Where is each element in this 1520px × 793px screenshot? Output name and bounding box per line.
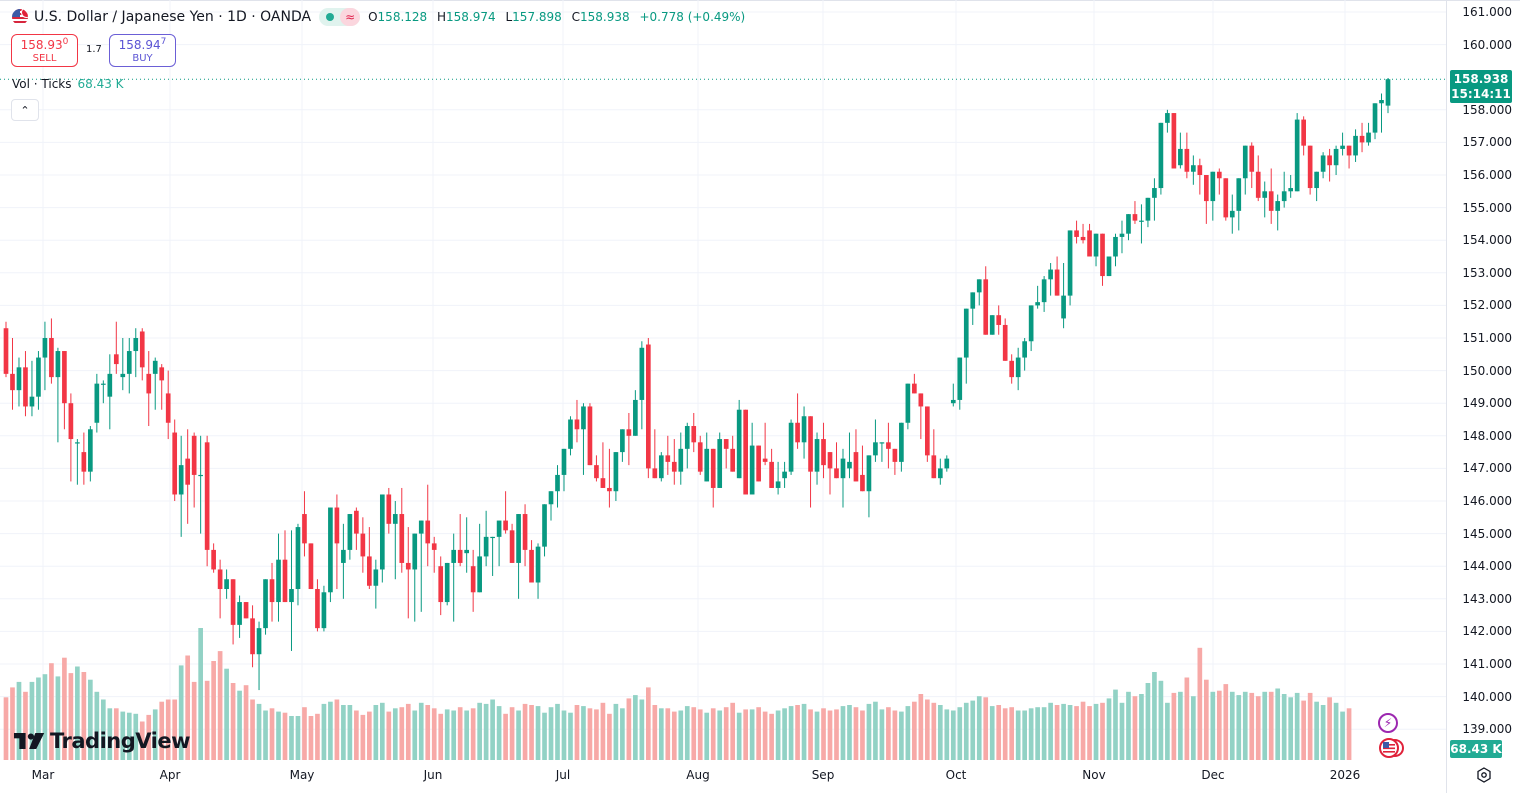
delayed-wave-icon: ≈ <box>340 8 361 26</box>
market-status[interactable]: ≈ <box>319 8 361 26</box>
price-axis-label: 152.000 <box>1462 298 1512 313</box>
price-axis-label: 153.000 <box>1462 265 1512 280</box>
low-value: 157.898 <box>512 10 562 24</box>
time-axis-label: Jun <box>423 768 443 782</box>
symbol-title[interactable]: U.S. Dollar / Japanese Yen · 1D · OANDA <box>34 9 312 25</box>
ohlc-values: O158.128 H158.974 L157.898 C158.938 +0.7… <box>368 10 751 24</box>
price-axis-label: 155.000 <box>1462 200 1512 215</box>
time-axis-label: Mar <box>31 768 55 782</box>
time-axis-label: 2026 <box>1329 768 1361 782</box>
sell-button[interactable]: 158.930 SELL <box>11 34 78 67</box>
price-axis-label: 150.000 <box>1462 363 1512 378</box>
last-volume-tag: 68.43 K <box>1450 740 1502 758</box>
price-axis-label: 154.000 <box>1462 233 1512 248</box>
price-axis-label: 149.000 <box>1462 396 1512 411</box>
price-axis-label: 156.000 <box>1462 168 1512 182</box>
price-axis-label: 145.000 <box>1462 526 1512 541</box>
price-axis-label: 146.000 <box>1462 494 1512 508</box>
time-axis-label: Nov <box>1082 768 1106 782</box>
last-price-tag: 158.938 15:14:11 <box>1450 70 1512 103</box>
price-axis-label: 151.000 <box>1462 331 1512 345</box>
lightning-event-icon[interactable]: ⚡ <box>1378 713 1398 733</box>
volume-legend[interactable]: Vol · Ticks 68.43 K <box>12 77 124 91</box>
time-axis-label: Aug <box>686 768 710 782</box>
price-axis-label: 147.000 <box>1462 461 1512 476</box>
open-value: 158.128 <box>377 10 428 24</box>
close-label: C <box>571 10 581 24</box>
price-axis-label: 141.000 <box>1462 657 1512 671</box>
market-open-dot-icon <box>326 13 335 21</box>
sell-label: SELL <box>32 53 57 64</box>
high-value: 158.974 <box>446 10 496 24</box>
buy-label: BUY <box>132 53 153 64</box>
us-economic-event-flag-icon[interactable] <box>1378 737 1404 759</box>
high-label: H <box>437 10 447 24</box>
tradingview-logo[interactable]: TradingView <box>14 729 190 753</box>
price-axis-label: 142.000 <box>1462 624 1512 639</box>
usd-jpy-flag-icon <box>12 9 28 25</box>
chevron-up-icon: ⌃ <box>20 103 30 117</box>
tradingview-wordmark: TradingView <box>50 729 190 753</box>
price-axis-label: 140.000 <box>1462 689 1512 704</box>
close-value: 158.938 <box>580 10 630 24</box>
time-axis-label: May <box>289 768 315 782</box>
bar-countdown: 15:14:11 <box>1451 87 1511 101</box>
time-axis-label: Oct <box>945 768 967 782</box>
last-price-value: 158.938 <box>1453 72 1509 86</box>
settings-hexagon-icon[interactable] <box>1476 767 1492 783</box>
buy-price: 158.947 <box>118 37 167 52</box>
price-axis-label: 160.000 <box>1462 37 1512 52</box>
price-axis-label: 157.000 <box>1462 135 1512 150</box>
price-axis-label: 161.000 <box>1462 5 1512 19</box>
time-axis-label: Jul <box>555 768 571 782</box>
price-axis-label: 158.000 <box>1462 102 1512 117</box>
tradingview-mark-icon <box>14 733 45 749</box>
volume-bars <box>3 628 1352 760</box>
collapse-legend-button[interactable]: ⌃ <box>11 99 39 121</box>
change-value: +0.778 (+0.49%) <box>639 10 746 24</box>
time-axis-label: Apr <box>159 768 181 782</box>
top-border <box>0 0 1520 1</box>
price-axis-label: 144.000 <box>1462 559 1512 574</box>
price-axis-label: 148.000 <box>1462 428 1512 443</box>
price-axis-label: 139.000 <box>1462 722 1512 737</box>
buy-button[interactable]: 158.947 BUY <box>109 34 176 67</box>
volume-legend-value: 68.43 K <box>77 77 124 91</box>
spread-value: 1.7 <box>86 44 102 55</box>
open-label: O <box>368 10 378 24</box>
price-axis-separator <box>1446 0 1447 793</box>
symbol-legend[interactable]: U.S. Dollar / Japanese Yen · 1D · OANDA … <box>12 8 751 26</box>
low-label: L <box>505 10 513 24</box>
volume-legend-label: Vol · Ticks <box>12 77 72 91</box>
price-axis-label: 143.000 <box>1462 591 1512 606</box>
time-axis-label: Sep <box>811 768 835 782</box>
sell-price: 158.930 <box>20 37 69 52</box>
grid-lines <box>0 0 1446 760</box>
time-axis-label: Dec <box>1201 768 1225 782</box>
candlestick-series <box>3 78 1391 691</box>
